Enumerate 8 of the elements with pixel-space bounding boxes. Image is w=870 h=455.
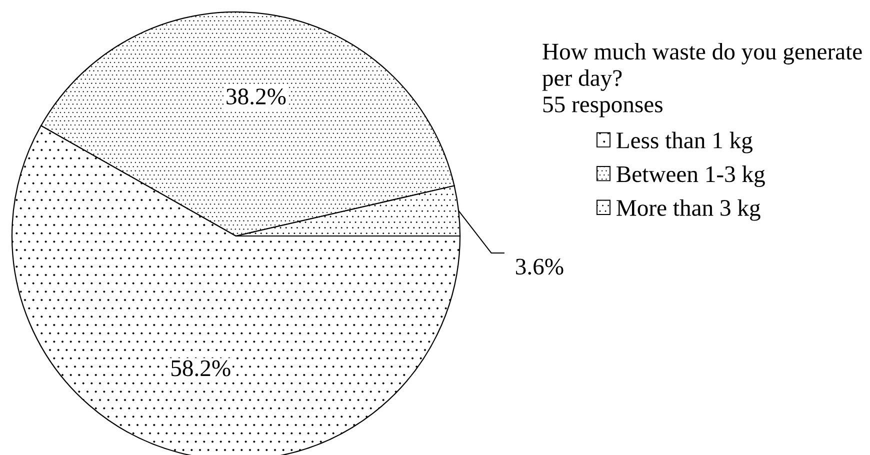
text: 55 responses bbox=[543, 96, 662, 118]
legend-label: More than 3 kg bbox=[616, 199, 760, 221]
data-label: 3.6% bbox=[516, 258, 564, 275]
legend-label: Between 1-3 kg bbox=[616, 166, 765, 188]
legend-label: Less than 1 kg bbox=[616, 132, 752, 154]
text: How much waste do you generate per day? bbox=[542, 43, 862, 91]
data-label: 58.2% bbox=[171, 360, 230, 376]
data-label: 38.2% bbox=[226, 88, 286, 105]
